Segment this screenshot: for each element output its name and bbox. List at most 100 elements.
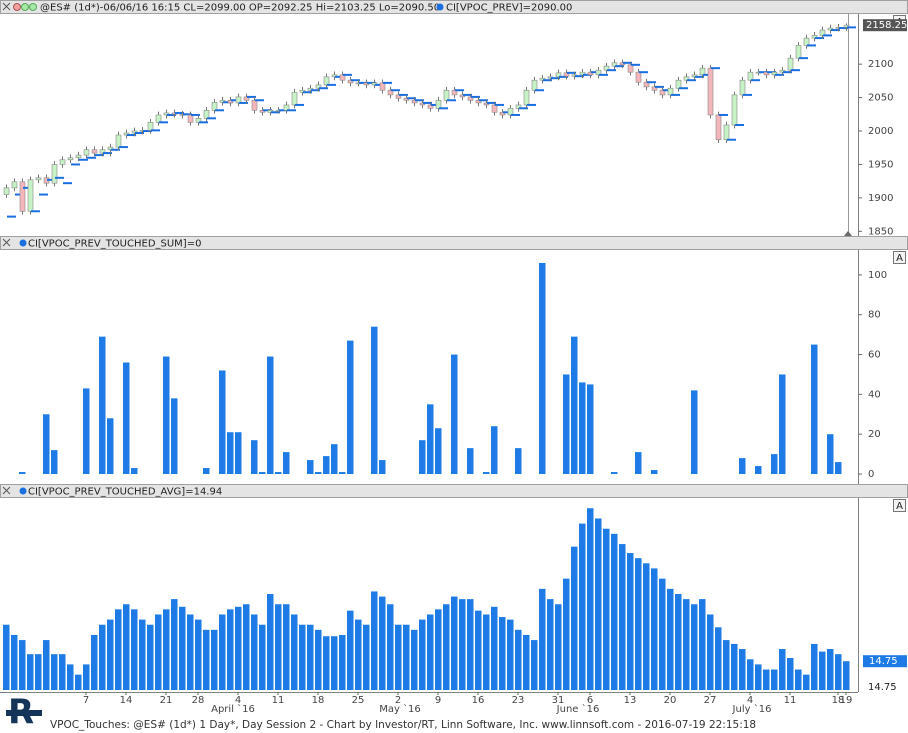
bar [539,588,546,690]
bar [307,624,314,690]
bar [131,468,138,475]
bar [747,659,754,690]
x-tick-label: 4 [235,695,241,706]
bar [835,654,842,690]
bar [355,619,362,690]
x-tick-label: 14 [120,695,133,706]
candle-body [235,96,242,104]
bar [19,640,26,690]
bar [635,558,642,690]
bar [779,374,786,475]
bar [11,634,18,690]
x-tick-label: 7 [83,695,89,706]
bar [739,458,746,475]
bar [619,544,626,690]
bar [315,629,322,690]
candle-body [363,82,370,86]
bar [723,640,730,690]
series-dot [19,239,27,247]
x-tick-label: 9 [435,695,441,706]
candle-body [339,74,346,81]
bar [123,362,130,475]
bar [587,508,594,690]
bar [691,390,698,475]
bar [459,599,466,690]
bar [491,426,498,475]
candle-body [283,104,290,111]
bar [123,604,130,690]
candle-body [419,102,426,106]
bar [699,599,706,690]
candle-body [35,177,42,181]
bar [419,619,426,690]
bar [323,456,330,475]
bar [659,578,666,690]
bar [155,614,162,690]
candle-body [715,114,722,141]
bar [27,654,34,690]
bar [435,428,442,475]
close-icon[interactable] [2,2,11,11]
bar [539,262,546,475]
candle-body [99,149,106,154]
bar [331,444,338,475]
candle-body [251,99,258,111]
candle-body [635,71,642,83]
bar [371,591,378,690]
last-price: 2158.25 [866,20,907,31]
candle-body [787,57,794,71]
candle-body [387,89,394,96]
bar [203,468,210,475]
bar [179,606,186,690]
bar [771,669,778,690]
bar [251,614,258,690]
candle-body [19,181,26,212]
candle-body [651,86,658,91]
candle-body [691,74,698,78]
bar [131,609,138,690]
scale-button-label[interactable]: A [896,501,903,512]
candle-body [523,89,530,106]
candle-body [115,134,122,148]
candle-body [403,97,410,101]
bar [403,624,410,690]
candle-body [323,76,330,86]
close-icons[interactable] [2,2,11,495]
bar [291,614,298,690]
x-tick-label: 27 [704,695,717,706]
close-icon[interactable] [2,238,11,247]
bar [307,460,314,475]
scale-button-label[interactable]: A [896,253,903,264]
candle-body [683,76,690,81]
x-tick-label: 16 [472,695,485,706]
candle-body [731,94,738,126]
candle-body [659,89,666,96]
bar [787,658,794,690]
candle-body [667,87,674,96]
bar [267,594,274,690]
scale-button[interactable] [893,499,906,512]
bar [611,472,618,475]
bar [43,640,50,690]
close-icon[interactable] [2,486,11,495]
bar [163,609,170,690]
candle-body [611,62,618,67]
candle-body [763,71,770,76]
bar [227,609,234,690]
y-tick-label: 1900 [868,193,893,204]
bar [219,370,226,475]
bar [707,614,714,690]
series-dot [436,3,444,11]
candle-body [443,89,450,101]
candle-body [83,149,90,156]
candle-body [3,187,10,195]
candle-body [91,149,98,154]
scale-button[interactable] [893,251,906,264]
candle-body [59,159,66,165]
bar [99,624,106,690]
bar [691,604,698,690]
bar [283,452,290,475]
candle-body [531,79,538,91]
candle-body [147,122,154,131]
